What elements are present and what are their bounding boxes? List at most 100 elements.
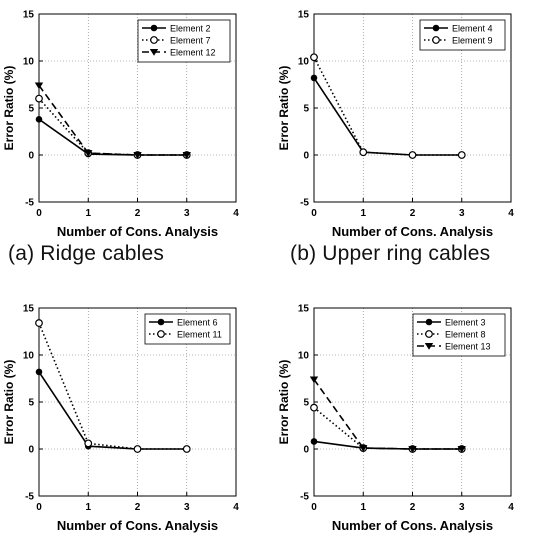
- x-tick-label: 2: [135, 502, 141, 513]
- y-tick-label: 10: [23, 57, 35, 68]
- caption-ridge-cables: (a) Ridge cables: [8, 242, 165, 265]
- y-tick-label: -5: [25, 198, 34, 209]
- series-line-3: [38, 84, 187, 156]
- x-tick-label: 4: [233, 208, 239, 219]
- legend-marker: [425, 330, 433, 338]
- y-tick-label: 5: [28, 104, 34, 115]
- y-tick-label: 10: [298, 57, 310, 68]
- legend-entry: Element 4: [452, 23, 493, 33]
- legend-marker: [157, 318, 165, 326]
- data-point: [310, 438, 318, 445]
- data-point: [408, 446, 417, 453]
- y-tick-label: 5: [28, 398, 34, 409]
- legend-entry: Element 3: [445, 317, 486, 327]
- legend-entry: Element 6: [177, 317, 218, 327]
- x-tick-label: 1: [85, 502, 91, 513]
- legend-marker: [149, 49, 159, 56]
- x-tick-label: 1: [85, 208, 91, 219]
- y-tick-label: 15: [23, 304, 35, 315]
- legend-marker: [150, 36, 158, 44]
- y-tick-label: 15: [298, 304, 310, 315]
- data-point: [457, 151, 466, 159]
- y-tick-label: 0: [303, 151, 309, 162]
- x-tick-label: 1: [360, 502, 366, 513]
- y-tick-label: 0: [303, 445, 309, 456]
- y-tick-label: -5: [25, 492, 34, 503]
- legend: Element 3 Element 8 Element 13: [412, 313, 506, 357]
- y-tick-label: 5: [303, 104, 309, 115]
- series-line-2: [313, 407, 462, 450]
- y-axis-label: Error Ratio (%): [2, 66, 16, 151]
- x-axis-label: Number of Cons. Analysis: [57, 224, 218, 239]
- legend-entry: Element 7: [170, 35, 211, 45]
- data-point: [35, 94, 43, 103]
- x-tick-label: 3: [459, 208, 465, 219]
- data-point: [310, 53, 318, 62]
- y-axis-label: Error Ratio (%): [277, 66, 291, 151]
- data-point: [34, 82, 44, 90]
- data-point: [359, 445, 368, 452]
- legend-entry: Element 8: [445, 329, 486, 339]
- series-line-1: [313, 77, 462, 156]
- data-point: [310, 403, 318, 412]
- series-line-2: [38, 98, 187, 156]
- x-tick-label: 2: [410, 502, 416, 513]
- series-line-1: [38, 118, 187, 156]
- legend-entry: Element 2: [170, 23, 211, 33]
- data-point: [408, 151, 417, 159]
- legend-marker: [424, 343, 434, 350]
- y-tick-label: -5: [300, 198, 309, 209]
- data-point: [457, 446, 466, 453]
- legend-entry: Element 11: [177, 329, 222, 339]
- data-point: [35, 368, 43, 376]
- series-line-3: [313, 378, 462, 450]
- y-tick-label: 15: [298, 10, 310, 21]
- x-tick-label: 3: [184, 208, 190, 219]
- x-tick-label: 4: [508, 208, 514, 219]
- legend-marker: [425, 318, 433, 326]
- series-line-1: [38, 371, 187, 450]
- legend-marker: [432, 24, 440, 32]
- x-axis-label: Number of Cons. Analysis: [332, 224, 493, 239]
- x-tick-label: 0: [311, 502, 317, 513]
- legend: Element 4 Element 9: [419, 19, 506, 51]
- data-point: [182, 152, 191, 159]
- x-tick-label: 4: [233, 502, 239, 513]
- x-tick-label: 4: [508, 502, 514, 513]
- x-tick-label: 0: [311, 208, 317, 219]
- data-point: [309, 376, 319, 384]
- data-point: [133, 152, 142, 159]
- y-tick-label: 0: [28, 151, 34, 162]
- data-point: [35, 319, 43, 327]
- y-tick-label: 10: [298, 351, 310, 362]
- legend-box: [144, 313, 231, 345]
- series-line-2: [38, 322, 187, 450]
- x-tick-label: 0: [36, 208, 42, 219]
- data-point: [84, 150, 93, 157]
- y-tick-label: 15: [23, 10, 35, 21]
- x-tick-label: 3: [184, 502, 190, 513]
- legend-entry: Element 12: [170, 47, 216, 57]
- legend-entry: Element 13: [445, 341, 491, 351]
- x-tick-label: 1: [360, 208, 366, 219]
- y-tick-label: 0: [28, 445, 34, 456]
- legend-entry: Element 9: [452, 35, 493, 45]
- legend-marker: [157, 330, 165, 338]
- series-line-2: [313, 56, 462, 156]
- x-axis-label: Number of Cons. Analysis: [332, 518, 493, 533]
- y-tick-label: 5: [303, 398, 309, 409]
- legend-box: [419, 19, 506, 51]
- data-point: [310, 74, 318, 82]
- x-tick-label: 3: [459, 502, 465, 513]
- y-tick-label: 10: [23, 351, 35, 362]
- x-axis-label: Number of Cons. Analysis: [57, 518, 218, 533]
- y-tick-label: -5: [300, 492, 309, 503]
- data-point: [359, 148, 368, 157]
- y-axis-label: Error Ratio (%): [2, 360, 16, 445]
